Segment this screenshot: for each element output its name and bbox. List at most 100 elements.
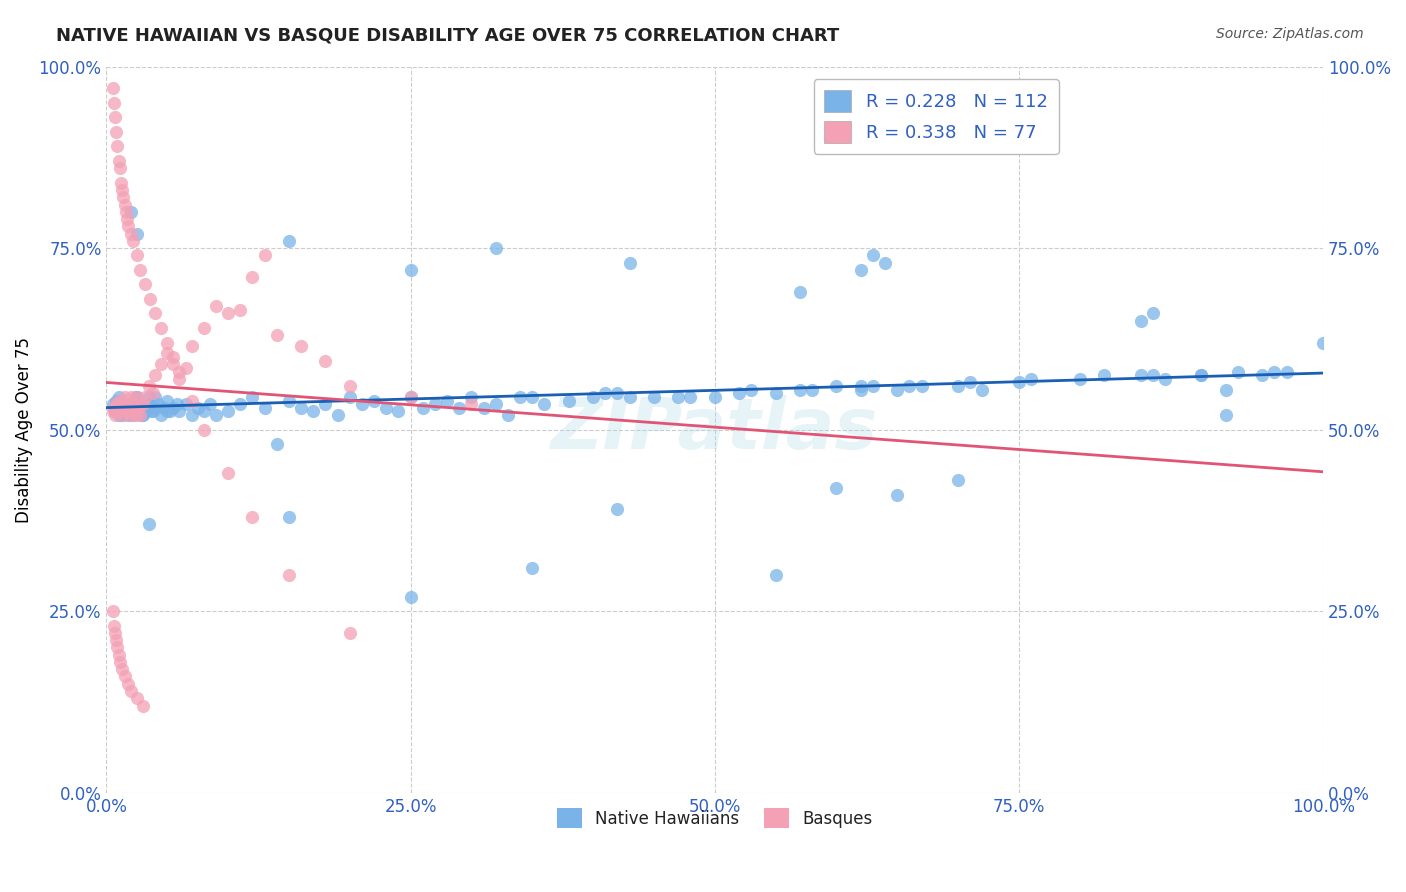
Point xyxy=(125,390,148,404)
Point xyxy=(134,390,156,404)
Text: ZIPatlas: ZIPatlas xyxy=(551,395,879,464)
Point xyxy=(886,488,908,502)
Point xyxy=(205,408,228,422)
Point xyxy=(138,516,160,531)
Point xyxy=(522,390,544,404)
Point xyxy=(1312,335,1334,350)
Point xyxy=(1263,365,1285,379)
Point xyxy=(193,404,215,418)
Point xyxy=(112,190,135,204)
Point xyxy=(124,408,146,422)
Point xyxy=(558,393,581,408)
Point xyxy=(801,383,824,397)
Point xyxy=(765,567,787,582)
Point xyxy=(108,655,131,669)
Point xyxy=(115,212,138,227)
Point xyxy=(242,509,264,524)
Point xyxy=(125,691,148,706)
Point xyxy=(253,248,276,262)
Point xyxy=(125,227,148,241)
Point xyxy=(1215,408,1237,422)
Point xyxy=(1251,368,1274,383)
Point xyxy=(125,248,148,262)
Point xyxy=(118,397,141,411)
Point xyxy=(399,390,422,404)
Point xyxy=(825,379,848,393)
Point xyxy=(350,397,373,411)
Point xyxy=(412,401,434,415)
Point xyxy=(134,277,156,292)
Point xyxy=(789,285,811,299)
Point xyxy=(522,560,544,574)
Point xyxy=(143,306,166,320)
Point xyxy=(193,423,215,437)
Point xyxy=(143,368,166,383)
Point xyxy=(128,404,150,418)
Point xyxy=(115,404,138,418)
Point xyxy=(449,401,471,415)
Point xyxy=(122,404,145,418)
Point xyxy=(399,263,422,277)
Point xyxy=(193,321,215,335)
Point xyxy=(436,393,458,408)
Point xyxy=(703,390,725,404)
Point xyxy=(277,567,299,582)
Point xyxy=(105,404,128,418)
Point xyxy=(643,390,665,404)
Point xyxy=(169,365,191,379)
Point xyxy=(141,404,163,418)
Point xyxy=(472,401,495,415)
Point xyxy=(242,270,264,285)
Point xyxy=(111,408,134,422)
Point xyxy=(114,397,136,411)
Point xyxy=(117,677,139,691)
Point xyxy=(582,390,605,404)
Point xyxy=(862,379,884,393)
Point xyxy=(107,408,129,422)
Point xyxy=(1154,372,1177,386)
Point xyxy=(138,397,160,411)
Point xyxy=(101,404,124,418)
Point xyxy=(162,350,184,364)
Point xyxy=(131,408,153,422)
Point xyxy=(1226,365,1249,379)
Point xyxy=(946,379,969,393)
Point xyxy=(150,321,173,335)
Point xyxy=(129,397,152,411)
Point xyxy=(1142,306,1164,320)
Point xyxy=(120,390,142,404)
Point xyxy=(277,393,299,408)
Point xyxy=(593,386,616,401)
Point xyxy=(101,397,124,411)
Point xyxy=(399,390,422,404)
Point xyxy=(132,401,155,415)
Point xyxy=(105,139,128,153)
Point xyxy=(159,404,181,418)
Point xyxy=(728,386,751,401)
Point xyxy=(898,379,921,393)
Point xyxy=(174,360,197,375)
Point xyxy=(110,176,132,190)
Point xyxy=(423,397,446,411)
Point xyxy=(198,397,221,411)
Point xyxy=(290,401,312,415)
Point xyxy=(229,302,252,317)
Point xyxy=(205,299,228,313)
Point xyxy=(162,401,184,415)
Point xyxy=(122,234,145,248)
Point xyxy=(339,390,361,404)
Point xyxy=(111,397,134,411)
Point xyxy=(740,383,762,397)
Point xyxy=(124,397,146,411)
Point xyxy=(946,474,969,488)
Point xyxy=(1092,368,1115,383)
Point xyxy=(509,390,531,404)
Point xyxy=(217,306,239,320)
Point xyxy=(103,618,125,632)
Point xyxy=(120,204,142,219)
Point xyxy=(152,401,174,415)
Point xyxy=(910,379,932,393)
Point xyxy=(1191,368,1213,383)
Point xyxy=(169,372,191,386)
Text: Source: ZipAtlas.com: Source: ZipAtlas.com xyxy=(1216,27,1364,41)
